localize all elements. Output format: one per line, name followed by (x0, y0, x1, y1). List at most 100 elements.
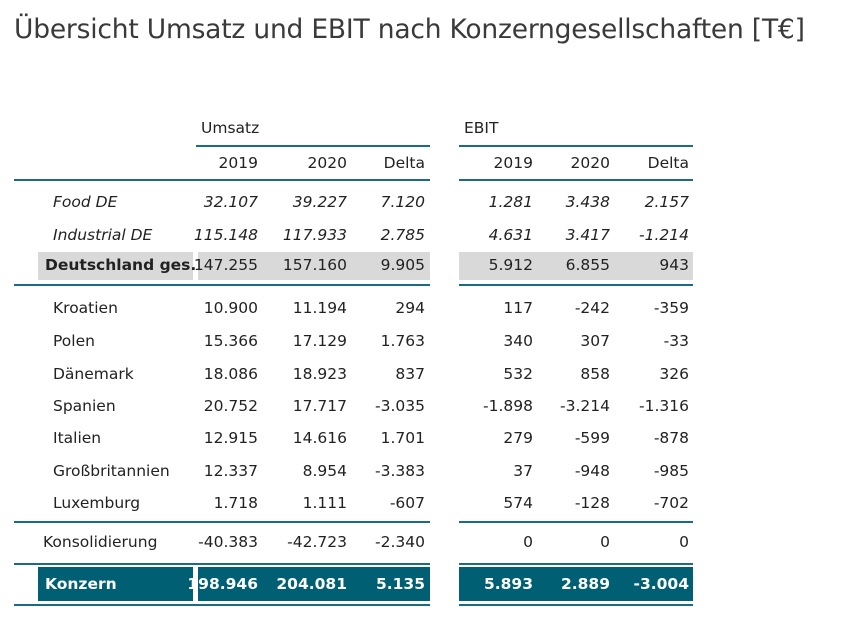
ebit-group-header: EBIT (464, 119, 499, 137)
ebit-value-y2019: 1.281 (488, 193, 533, 211)
ebit-col-header-y2019: 2019 (493, 154, 533, 172)
umsatz-value-delta: 5.135 (375, 575, 425, 593)
subtotal-rule-left (14, 284, 430, 286)
ebit-value-y2020: -599 (574, 429, 610, 447)
umsatz-value-delta: 1.701 (380, 429, 425, 447)
ebit-value-delta: -3.004 (633, 575, 689, 593)
umsatz-value-y2020: 8.954 (302, 462, 347, 480)
umsatz-value-delta: 837 (395, 365, 425, 383)
umsatz-value-y2020: 14.616 (292, 429, 347, 447)
ebit-value-y2020: 0 (600, 533, 610, 551)
row-label: Industrial DE (53, 226, 153, 244)
header-rule-left (14, 179, 430, 181)
umsatz-value-delta: -3.383 (375, 462, 425, 480)
total-rule-top-right (459, 563, 693, 565)
ebit-value-delta: -1.316 (639, 397, 689, 415)
umsatz-col-header-y2019: 2019 (218, 154, 258, 172)
ebit-value-delta: 0 (679, 533, 689, 551)
header-rule-right (459, 179, 693, 181)
ebit-value-delta: -878 (653, 429, 689, 447)
umsatz-col-header-y2020: 2020 (307, 154, 347, 172)
umsatz-value-delta: -607 (389, 494, 425, 512)
ebit-col-header-delta: Delta (647, 154, 689, 172)
ebit-value-delta: 943 (659, 256, 689, 274)
row-label: Dänemark (53, 365, 134, 383)
row-label: Großbritannien (53, 462, 170, 480)
umsatz-value-delta: 7.120 (380, 193, 425, 211)
umsatz-value-y2020: 39.227 (292, 193, 347, 211)
page-title: Übersicht Umsatz und EBIT nach Konzernge… (14, 14, 805, 45)
ebit-col-header-y2020: 2020 (570, 154, 610, 172)
umsatz-value-y2019: 115.148 (193, 226, 258, 244)
umsatz-value-y2019: 12.915 (203, 429, 258, 447)
ebit-value-delta: -359 (653, 299, 689, 317)
ebit-value-y2019: 0 (523, 533, 533, 551)
ebit-value-y2019: 279 (503, 429, 533, 447)
ebit-value-y2019: 340 (503, 332, 533, 350)
umsatz-group-underline (196, 145, 430, 147)
umsatz-value-y2019: 15.366 (203, 332, 258, 350)
umsatz-value-y2019: 147.255 (193, 256, 258, 274)
ebit-value-delta: 2.157 (644, 193, 689, 211)
ebit-value-y2020: 3.438 (565, 193, 610, 211)
ebit-value-y2020: -242 (574, 299, 610, 317)
ebit-value-y2020: 3.417 (565, 226, 610, 244)
consolidation-rule-right (459, 521, 693, 523)
umsatz-value-delta: -2.340 (375, 533, 425, 551)
ebit-value-y2019: 117 (503, 299, 533, 317)
ebit-value-delta: 326 (659, 365, 689, 383)
row-label: Kroatien (53, 299, 118, 317)
ebit-value-y2020: 858 (580, 365, 610, 383)
umsatz-value-y2019: 10.900 (203, 299, 258, 317)
umsatz-group-header: Umsatz (201, 119, 260, 137)
umsatz-value-y2020: 18.923 (292, 365, 347, 383)
total-band-umsatz (198, 567, 430, 601)
ebit-value-y2019: 532 (503, 365, 533, 383)
subtotal-band-label (38, 252, 193, 280)
umsatz-value-y2020: 117.933 (282, 226, 347, 244)
total-rule-bottom-left (14, 604, 430, 606)
row-label: Konsolidierung (43, 533, 158, 551)
umsatz-value-y2020: 204.081 (276, 575, 347, 593)
ebit-value-delta: -1.214 (639, 226, 689, 244)
umsatz-value-y2019: 198.946 (187, 575, 258, 593)
umsatz-value-delta: 1.763 (380, 332, 425, 350)
subtotal-rule-right (459, 284, 693, 286)
ebit-value-y2019: 4.631 (488, 226, 533, 244)
ebit-value-delta: -702 (653, 494, 689, 512)
umsatz-value-delta: -3.035 (375, 397, 425, 415)
ebit-value-y2020: 6.855 (565, 256, 610, 274)
umsatz-value-y2019: 18.086 (203, 365, 258, 383)
umsatz-col-header-delta: Delta (383, 154, 425, 172)
umsatz-value-delta: 2.785 (380, 226, 425, 244)
ebit-value-y2020: -3.214 (560, 397, 610, 415)
umsatz-value-y2020: 157.160 (282, 256, 347, 274)
ebit-value-y2020: 307 (580, 332, 610, 350)
total-band-ebit (459, 567, 693, 601)
row-label: Konzern (45, 575, 117, 593)
row-label: Polen (53, 332, 95, 350)
ebit-value-y2019: 574 (503, 494, 533, 512)
row-label: Italien (53, 429, 102, 447)
total-rule-top-left (14, 563, 430, 565)
subtotal-band-ebit (459, 252, 693, 280)
ebit-group-underline (459, 145, 693, 147)
umsatz-value-y2020: -42.723 (287, 533, 347, 551)
umsatz-value-y2019: 20.752 (203, 397, 258, 415)
ebit-value-y2020: -128 (574, 494, 610, 512)
umsatz-value-y2019: 12.337 (203, 462, 258, 480)
consolidation-rule-left (14, 521, 430, 523)
umsatz-value-y2020: 1.111 (302, 494, 347, 512)
ebit-value-y2020: 2.889 (560, 575, 610, 593)
subtotal-band-umsatz (198, 252, 430, 280)
umsatz-value-y2019: -40.383 (198, 533, 258, 551)
ebit-value-y2019: 5.893 (483, 575, 533, 593)
row-label: Spanien (53, 397, 116, 415)
ebit-value-delta: -985 (653, 462, 689, 480)
ebit-value-y2019: -1.898 (483, 397, 533, 415)
umsatz-value-y2020: 17.717 (292, 397, 347, 415)
ebit-value-y2019: 5.912 (488, 256, 533, 274)
umsatz-value-y2020: 17.129 (292, 332, 347, 350)
row-label: Luxemburg (53, 494, 141, 512)
umsatz-value-y2019: 32.107 (203, 193, 258, 211)
